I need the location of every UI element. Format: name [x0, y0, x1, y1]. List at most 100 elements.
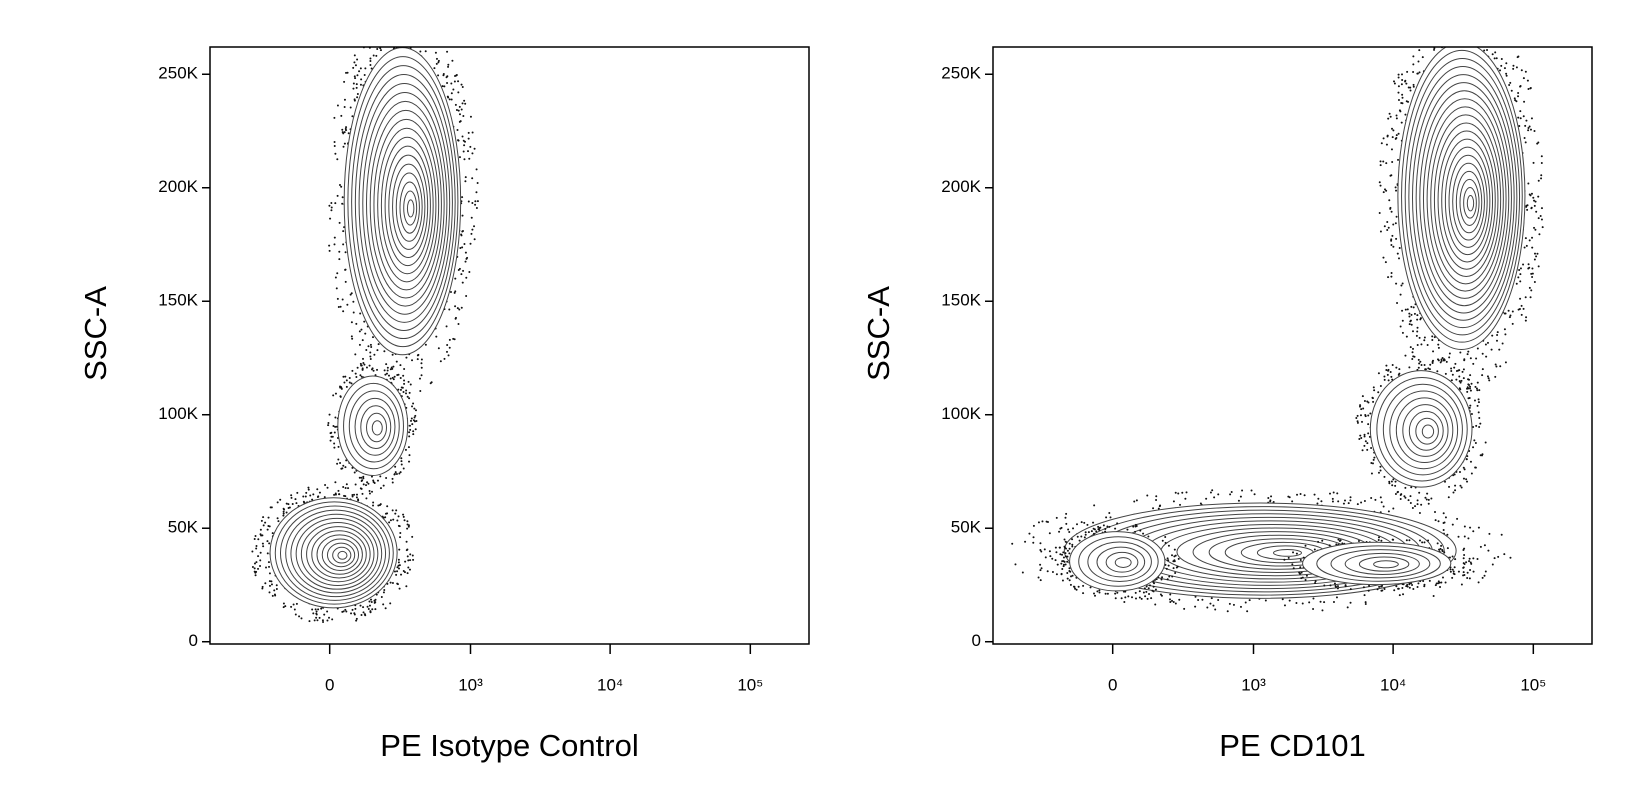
contour-fill [1397, 47, 1525, 350]
event-dot [1479, 545, 1482, 548]
event-dot [270, 580, 273, 583]
contour [358, 82, 451, 323]
event-dot [1078, 539, 1081, 542]
event-dot [1475, 357, 1478, 360]
event-dot [1312, 608, 1315, 611]
event-dot [338, 221, 341, 224]
event-dot [1435, 29, 1437, 31]
event-dot [1170, 599, 1173, 602]
event-dot [371, 608, 374, 611]
event-dot [1390, 480, 1393, 483]
event-dot [1481, 453, 1484, 456]
event-dot [1390, 239, 1393, 242]
event-dot [1448, 485, 1451, 488]
event-dot [1453, 573, 1456, 576]
event-dot [1172, 567, 1175, 570]
event-dot [375, 54, 378, 57]
event-dot [334, 392, 337, 395]
event-dot [1039, 563, 1042, 566]
event-dot [411, 34, 413, 36]
event-dot [412, 558, 415, 561]
event-dot [1068, 547, 1071, 550]
event-dot [359, 312, 362, 315]
event-dot [1098, 591, 1101, 594]
event-dot [1272, 500, 1275, 503]
event-dot [1264, 599, 1267, 602]
event-dot [1390, 148, 1393, 151]
event-dot [1512, 67, 1515, 70]
event-dot [1536, 252, 1539, 255]
event-dot [354, 353, 357, 356]
event-dot [368, 492, 371, 495]
event-dot [348, 381, 351, 384]
event-dot [343, 381, 346, 384]
event-dot [1424, 496, 1427, 499]
event-dot [420, 374, 423, 377]
event-dot [411, 6, 413, 8]
event-dot [361, 492, 364, 495]
event-dot [406, 555, 409, 558]
event-dot [437, 347, 440, 350]
event-dot [408, 391, 411, 394]
event-dot [1356, 421, 1359, 424]
event-dot [1398, 372, 1401, 375]
event-dot [1519, 85, 1522, 88]
event-dot [308, 620, 311, 623]
event-dot [1484, 441, 1487, 444]
event-dot [405, 585, 408, 588]
event-dot [1440, 358, 1443, 361]
event-dot [1457, 570, 1460, 573]
event-dot [457, 268, 460, 271]
event-dot [318, 491, 321, 494]
event-dot [1479, 454, 1482, 457]
event-dot [400, 460, 403, 463]
event-dot [413, 416, 416, 419]
event-dot [1450, 367, 1453, 370]
event-dot [1461, 11, 1463, 13]
event-dot [459, 246, 462, 249]
event-dot [1346, 606, 1349, 609]
event-dot [255, 545, 258, 548]
event-dot [1372, 386, 1375, 389]
event-dot [254, 574, 257, 577]
event-dot [388, 521, 391, 524]
event-dot [262, 524, 265, 527]
event-dot [1537, 179, 1540, 182]
event-dot [1063, 560, 1066, 563]
contour [1397, 47, 1526, 350]
event-dot [370, 345, 373, 348]
event-dot [300, 617, 303, 620]
event-dot [1058, 530, 1061, 533]
event-dot [1503, 67, 1506, 70]
event-dot [1142, 591, 1145, 594]
event-dot [389, 602, 392, 605]
event-dot [405, 389, 408, 392]
event-dot [1106, 525, 1109, 528]
event-dot [1530, 207, 1533, 210]
event-dot [396, 373, 399, 376]
event-dot [460, 83, 463, 86]
event-dot [1051, 570, 1054, 573]
event-dot [342, 145, 345, 148]
event-dot [1131, 596, 1134, 599]
event-dot [1418, 71, 1421, 74]
event-dot [1349, 499, 1352, 502]
event-dot [476, 182, 479, 185]
event-dot [1321, 609, 1324, 612]
event-dot [1395, 366, 1398, 369]
event-dot [1283, 604, 1286, 607]
event-dot [352, 311, 355, 314]
event-dot [415, 420, 418, 423]
event-dot [1473, 9, 1475, 11]
event-dot [1387, 226, 1390, 229]
event-dot [290, 496, 293, 499]
event-dot [1527, 182, 1530, 185]
y-axis-title: SSC-A [78, 286, 113, 381]
event-dot [1390, 375, 1393, 378]
event-dot [389, 377, 392, 380]
contour [332, 546, 352, 564]
event-dot [1394, 480, 1397, 483]
event-dot [318, 616, 321, 619]
event-dot [1287, 495, 1290, 498]
event-dot [382, 33, 384, 35]
